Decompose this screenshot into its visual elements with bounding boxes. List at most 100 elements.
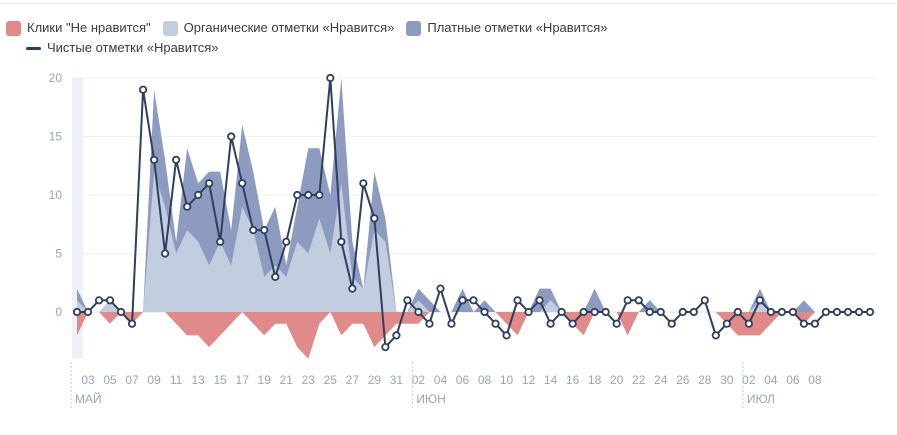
net-likes-point[interactable] — [149, 155, 159, 164]
net-likes-point[interactable] — [348, 284, 357, 293]
x-tick-label: 12 — [522, 373, 536, 387]
month-label: ИЮЛ — [747, 392, 775, 406]
net-likes-point[interactable] — [579, 307, 588, 317]
net-likes-point[interactable] — [480, 307, 489, 317]
net-likes-point[interactable] — [755, 296, 764, 305]
x-tick-label: 02 — [412, 373, 426, 387]
legend-item-paid[interactable]: Платные отметки «Нравится» — [406, 18, 608, 38]
x-tick-label: 25 — [324, 373, 338, 387]
x-tick-label: 30 — [720, 373, 734, 387]
x-tick-label: 08 — [808, 373, 822, 387]
net-likes-point[interactable] — [205, 179, 214, 188]
net-likes-point[interactable] — [105, 296, 115, 305]
x-tick-label: 19 — [258, 373, 272, 387]
net-likes-point[interactable] — [304, 190, 313, 200]
net-likes-point[interactable] — [546, 319, 555, 328]
net-likes-point[interactable] — [315, 190, 324, 200]
net-likes-point[interactable] — [722, 319, 731, 328]
net-likes-point[interactable] — [810, 319, 820, 328]
net-likes-point[interactable] — [249, 226, 258, 235]
x-tick-label: 15 — [214, 373, 228, 387]
net-likes-point[interactable] — [381, 342, 390, 352]
net-likes-point[interactable] — [94, 296, 104, 305]
x-tick-label: 02 — [742, 373, 756, 387]
net-likes-point[interactable] — [337, 237, 346, 246]
net-likes-point[interactable] — [678, 307, 687, 317]
net-likes-point[interactable] — [733, 307, 742, 317]
net-likes-point[interactable] — [116, 307, 126, 317]
net-likes-point[interactable] — [689, 307, 698, 317]
net-likes-point[interactable] — [238, 179, 247, 188]
net-likes-point[interactable] — [513, 296, 522, 305]
net-likes-point[interactable] — [403, 296, 412, 305]
net-likes-point[interactable] — [282, 237, 291, 246]
net-likes-point[interactable] — [293, 190, 302, 200]
net-likes-point[interactable] — [127, 319, 137, 328]
net-likes-point[interactable] — [183, 202, 192, 211]
net-likes-point[interactable] — [612, 319, 621, 328]
net-likes-point[interactable] — [271, 272, 280, 281]
net-likes-point[interactable] — [590, 307, 599, 317]
net-likes-points — [72, 73, 875, 352]
net-likes-point[interactable] — [491, 319, 500, 328]
net-likes-point[interactable] — [447, 319, 456, 328]
y-tick-label: 20 — [49, 71, 63, 85]
net-likes-point[interactable] — [83, 307, 93, 317]
net-likes-point[interactable] — [502, 331, 511, 340]
x-tick-label: 16 — [566, 373, 580, 387]
net-likes-point[interactable] — [821, 307, 831, 317]
net-likes-point[interactable] — [161, 249, 170, 258]
x-axis: 03 05 07 09 11 13 15 17 19 21 23 25 27 29 31 02 04 06 08 10… — [70, 362, 822, 408]
net-likes-point[interactable] — [524, 307, 533, 317]
net-likes-point[interactable] — [711, 331, 720, 340]
net-likes-point[interactable] — [227, 132, 236, 141]
net-likes-point[interactable] — [535, 296, 544, 305]
net-likes-point[interactable] — [832, 307, 842, 317]
net-likes-point[interactable] — [72, 307, 82, 317]
net-likes-point[interactable] — [700, 296, 709, 305]
net-likes-point[interactable] — [865, 307, 875, 317]
net-likes-point[interactable] — [788, 307, 798, 317]
net-likes-point[interactable] — [777, 307, 786, 317]
net-likes-point[interactable] — [634, 296, 643, 305]
net-likes-point[interactable] — [260, 226, 269, 235]
net-likes-point[interactable] — [194, 190, 203, 200]
net-likes-point[interactable] — [138, 85, 148, 94]
net-likes-point[interactable] — [799, 319, 809, 328]
net-likes-point[interactable] — [656, 307, 665, 317]
net-likes-point[interactable] — [425, 319, 434, 328]
net-likes-point[interactable] — [326, 73, 335, 83]
net-likes-point[interactable] — [601, 307, 610, 317]
net-likes-point[interactable] — [667, 319, 676, 328]
net-likes-point[interactable] — [766, 307, 775, 317]
legend-label-dislikes: Клики "Не нравится" — [27, 20, 151, 35]
x-tick-label: 05 — [103, 373, 117, 387]
x-tick-label: 08 — [478, 373, 492, 387]
legend-label-net: Чистые отметки «Нравится» — [47, 40, 219, 55]
legend-item-organic[interactable]: Органические отметки «Нравится» — [162, 18, 395, 38]
legend-item-dislikes[interactable]: Клики "Не нравится" — [6, 18, 151, 38]
net-likes-point[interactable] — [568, 319, 577, 328]
net-likes-point[interactable] — [623, 296, 632, 305]
net-likes-point[interactable] — [172, 155, 181, 164]
net-likes-point[interactable] — [414, 307, 423, 317]
net-likes-point[interactable] — [469, 296, 478, 305]
legend-label-paid: Платные отметки «Нравится» — [427, 20, 608, 35]
x-tick-label: 21 — [280, 373, 294, 387]
net-likes-point[interactable] — [854, 307, 864, 317]
legend-item-net[interactable]: Чистые отметки «Нравится» — [26, 38, 219, 58]
x-tick-label: 07 — [125, 373, 139, 387]
legend-label-organic: Органические отметки «Нравится» — [183, 20, 395, 35]
net-likes-point[interactable] — [359, 179, 368, 188]
net-likes-point[interactable] — [392, 331, 401, 340]
net-likes-point[interactable] — [370, 214, 379, 223]
net-likes-point[interactable] — [557, 307, 566, 317]
dislike-clicks-area — [77, 312, 870, 359]
net-likes-point[interactable] — [436, 284, 445, 293]
net-likes-point[interactable] — [645, 307, 654, 317]
net-likes-point[interactable] — [216, 237, 225, 246]
net-likes-point[interactable] — [458, 296, 467, 305]
net-likes-point[interactable] — [744, 319, 753, 328]
x-tick-label: 06 — [786, 373, 800, 387]
net-likes-point[interactable] — [843, 307, 853, 317]
